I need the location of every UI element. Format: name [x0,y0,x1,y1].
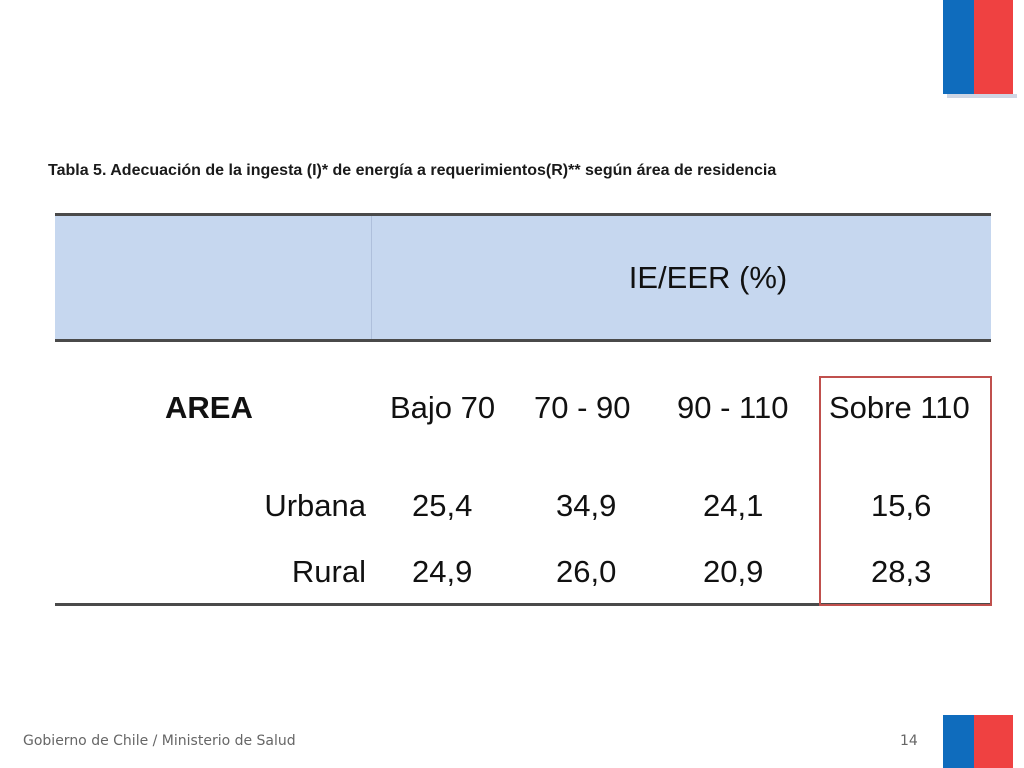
table-cell: 24,9 [412,554,473,589]
table-cell: 15,6 [871,488,932,523]
table-cell: 28,3 [871,554,932,589]
logo-flag-bottom [943,715,1013,768]
table-header-band: IE/EER (%) [55,213,991,342]
table-cell: 20,9 [703,554,764,589]
row-header-area: AREA [165,390,253,425]
column-header-90-110: 90 - 110 [677,390,789,425]
table-cell: 34,9 [556,488,617,523]
flag-blue-stripe [943,0,974,94]
flag-shadow [947,94,1017,98]
page-number: 14 [900,733,918,749]
table-caption: Tabla 5. Adecuación de la ingesta (I)* d… [48,162,777,179]
group-header: IE/EER (%) [628,259,788,295]
column-header-sobre-110: Sobre 110 [829,390,970,425]
row-label-urbana: Urbana [264,488,366,523]
flag-red-stripe [974,0,1013,94]
highlight-box-sobre-110 [819,376,992,606]
flag-blue-stripe [943,715,974,768]
flag-red-stripe [974,715,1013,768]
table-cell: 24,1 [703,488,764,523]
row-label-rural: Rural [291,554,366,589]
table-cell: 25,4 [412,488,473,523]
footer-source: Gobierno de Chile / Ministerio de Salud [23,733,296,749]
header-divider [371,216,372,339]
table-bottom-rule [55,603,992,606]
column-header-bajo-70: Bajo 70 [390,390,496,425]
logo-flag-top [943,0,1017,98]
table-cell: 26,0 [556,554,617,589]
column-header-70-90: 70 - 90 [534,390,631,425]
